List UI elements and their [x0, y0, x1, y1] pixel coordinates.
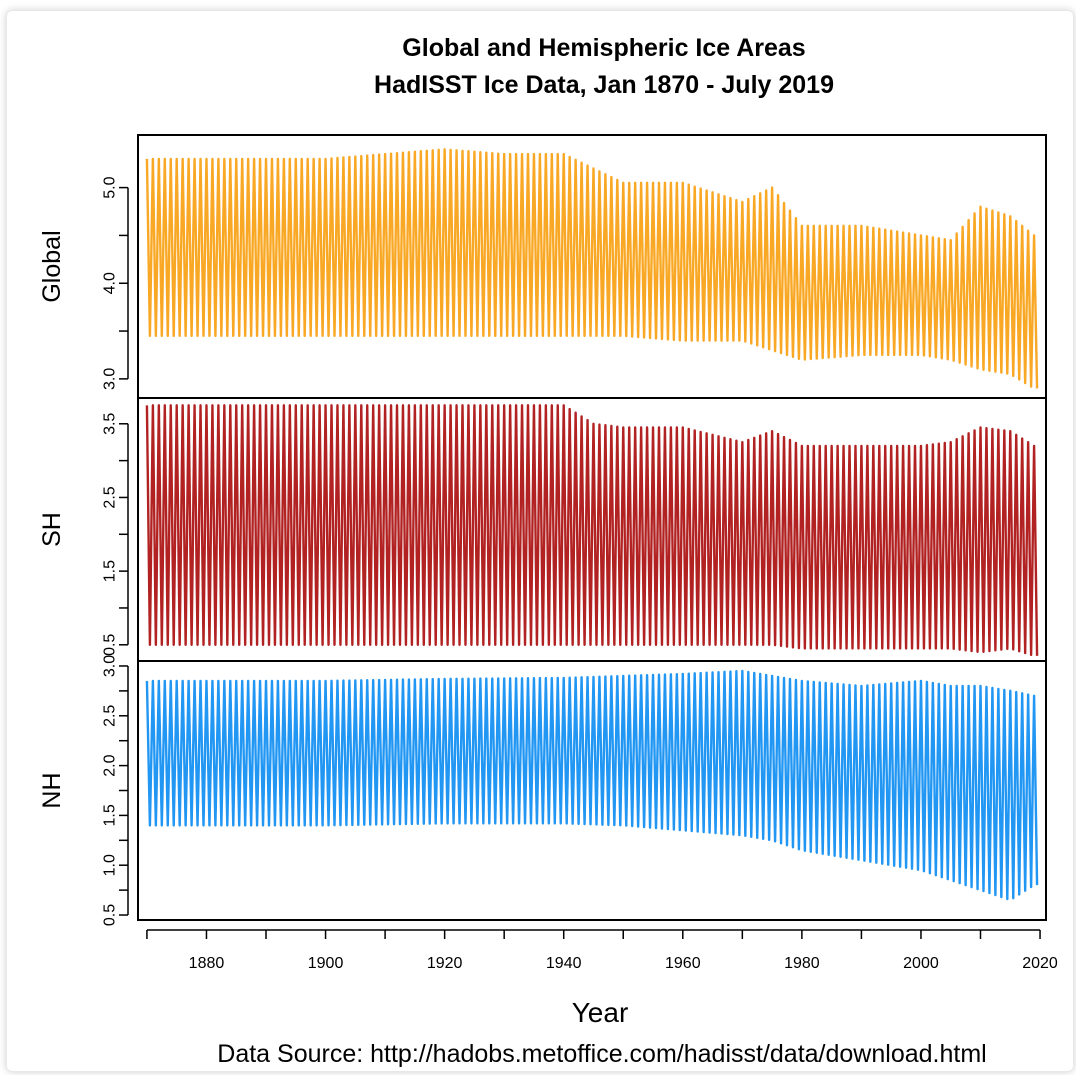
x-axis-label: Year: [572, 997, 629, 1028]
y-axis-label-global: Global: [38, 230, 66, 302]
chart-title-line1: Global and Hemispheric Ice Areas: [402, 34, 805, 62]
y-tick-label-nh: 2.5: [102, 705, 119, 727]
panel-nh: 0.5 1.0 1.5 2.0 2.5 3.0 NH: [38, 655, 1047, 926]
panel-frame-nh: [137, 660, 1047, 921]
data-source-text: Data Source: http://hadobs.metoffice.com…: [217, 1040, 986, 1068]
y-axis-label-sh: SH: [38, 512, 66, 547]
series-line-global: [145, 148, 1039, 389]
panel-sh: 0.5 1.5 2.5 3.5 SH: [38, 397, 1047, 662]
y-tick-label-global: 5.0: [102, 176, 119, 198]
y-tick-label-nh: 3.0: [102, 655, 119, 677]
x-tick-label: 1900: [308, 955, 344, 972]
y-tick-label-sh: 0.5: [102, 634, 119, 656]
y-tick-label-sh: 1.5: [102, 560, 119, 582]
x-tick-label: 1960: [665, 955, 701, 972]
series-line-nh: [145, 669, 1039, 901]
series-line-sh: [145, 404, 1039, 657]
x-tick-label: 2000: [903, 955, 939, 972]
x-tick-label: 1980: [784, 955, 820, 972]
y-tick-label-nh: 2.0: [102, 754, 119, 776]
x-tick-label: 1940: [546, 955, 582, 972]
x-tick-label: 1880: [189, 955, 225, 972]
x-tick-label: 2020: [1022, 955, 1058, 972]
chart-title-line2: HadISST Ice Data, Jan 1870 - July 2019: [374, 71, 834, 99]
panel-global: 3.0 4.0 5.0 Global: [38, 134, 1047, 399]
y-tick-label-nh: 1.5: [102, 804, 119, 826]
y-tick-label-global: 4.0: [102, 272, 119, 294]
y-tick-label-nh: 1.0: [102, 854, 119, 876]
y-tick-label-global: 3.0: [102, 368, 119, 390]
y-tick-label-sh: 2.5: [102, 486, 119, 508]
y-tick-label-nh: 0.5: [102, 904, 119, 926]
x-tick-label: 1920: [427, 955, 463, 972]
panels-group: 3.0 4.0 5.0 Global 0.5 1.5 2.5 3.5 SH 0.5 1.0 1.5 2.…: [38, 134, 1047, 926]
y-axis-label-nh: NH: [38, 772, 66, 808]
y-tick-label-sh: 3.5: [102, 413, 119, 435]
x-axis: 1880 1900 1920 1940 1960 1980 2000 2020: [146, 929, 1058, 972]
